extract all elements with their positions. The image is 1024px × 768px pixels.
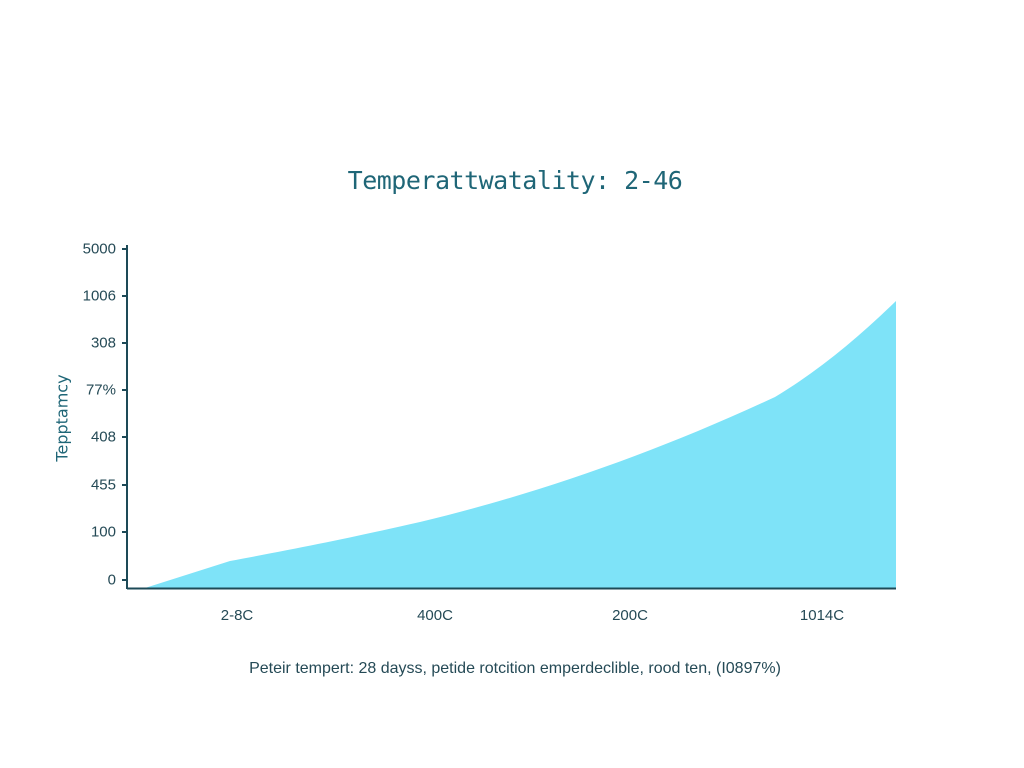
y-tick-label: 408 bbox=[90, 428, 116, 446]
chart-title: Temperattwatality: 2-46 bbox=[347, 166, 683, 195]
y-tick-label: 100 bbox=[90, 523, 116, 541]
y-tick-label: 1006 bbox=[82, 287, 116, 305]
y-tick-label: 455 bbox=[90, 476, 116, 494]
chart-caption: Peteir tempert: 28 dayss, petide rotciti… bbox=[249, 660, 781, 677]
y-tick-label: 308 bbox=[90, 334, 116, 352]
x-tick-label: 1014C bbox=[799, 607, 845, 624]
y-tick-label: 77% bbox=[85, 381, 116, 399]
area-series bbox=[145, 301, 896, 588]
y-ticks bbox=[122, 248, 127, 581]
y-tick-label: 5000 bbox=[82, 240, 116, 258]
x-tick-label: 200C bbox=[612, 607, 648, 624]
x-tick-label: 400C bbox=[417, 607, 453, 624]
x-tick-label: 2-8C bbox=[220, 607, 254, 624]
y-tick-label: 0 bbox=[107, 571, 116, 589]
